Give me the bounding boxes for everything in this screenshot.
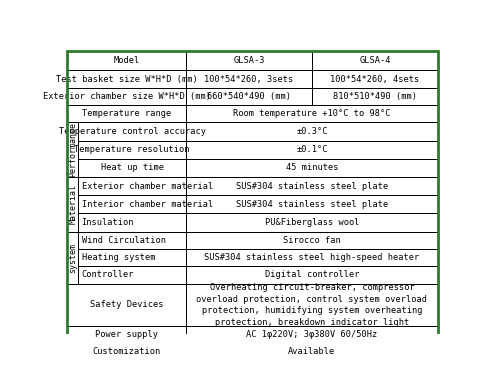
Text: ±0.3°C: ±0.3°C xyxy=(296,127,328,136)
Bar xyxy=(186,343,438,360)
Bar xyxy=(68,343,186,360)
Bar xyxy=(186,141,438,159)
Text: SUS#304 stainless steel plate: SUS#304 stainless steel plate xyxy=(236,200,388,209)
Text: Controller: Controller xyxy=(81,270,134,279)
Text: Temperature resolution: Temperature resolution xyxy=(74,145,190,154)
Bar xyxy=(312,70,438,88)
Text: AC 1φ220V; 3φ380V 60/50Hz: AC 1φ220V; 3φ380V 60/50Hz xyxy=(246,330,378,339)
Bar xyxy=(186,326,438,343)
Text: GLSA-3: GLSA-3 xyxy=(233,56,265,65)
Bar xyxy=(68,122,78,177)
Text: Safety Devices: Safety Devices xyxy=(90,300,163,309)
Text: 100*54*260, 3sets: 100*54*260, 3sets xyxy=(204,75,293,84)
Bar xyxy=(68,177,78,231)
Bar xyxy=(78,195,186,213)
Bar xyxy=(186,213,438,231)
Bar xyxy=(68,105,186,122)
Bar xyxy=(186,51,312,70)
Text: SUS#304 stainless steel high-speed heater: SUS#304 stainless steel high-speed heate… xyxy=(204,253,420,262)
Text: ±0.1°C: ±0.1°C xyxy=(296,145,328,154)
Text: Test basket size W*H*D (mm): Test basket size W*H*D (mm) xyxy=(56,75,198,84)
Bar xyxy=(312,51,438,70)
Bar xyxy=(78,231,186,249)
Text: 660*540*490 (mm): 660*540*490 (mm) xyxy=(207,92,291,101)
Bar xyxy=(78,177,186,195)
Text: Material: Material xyxy=(69,184,77,224)
Text: Room temperature +10°C to 98°C: Room temperature +10°C to 98°C xyxy=(233,109,391,118)
Text: Wind Circulation: Wind Circulation xyxy=(81,236,166,245)
Bar xyxy=(186,231,438,249)
Bar xyxy=(78,249,186,266)
Bar xyxy=(186,249,438,266)
Bar xyxy=(186,284,438,326)
Text: Power supply: Power supply xyxy=(95,330,158,339)
Bar xyxy=(186,70,312,88)
Bar xyxy=(186,177,438,195)
Text: Exterior chamber material: Exterior chamber material xyxy=(81,182,213,190)
Bar xyxy=(78,122,186,141)
Text: Performance: Performance xyxy=(69,122,77,177)
Text: system: system xyxy=(69,243,77,273)
Text: 810*510*490 (mm): 810*510*490 (mm) xyxy=(333,92,417,101)
Bar xyxy=(186,159,438,177)
Text: Interior chamber material: Interior chamber material xyxy=(81,200,213,209)
Bar xyxy=(186,88,312,105)
Bar xyxy=(186,105,438,122)
Text: Digital controller: Digital controller xyxy=(265,270,359,279)
Text: Heating system: Heating system xyxy=(81,253,155,262)
Text: 45 minutes: 45 minutes xyxy=(286,164,338,172)
Text: SUS#304 stainless steel plate: SUS#304 stainless steel plate xyxy=(236,182,388,190)
Bar xyxy=(312,88,438,105)
Bar xyxy=(78,213,186,231)
Text: Sirocco fan: Sirocco fan xyxy=(283,236,341,245)
Text: Heat up time: Heat up time xyxy=(101,164,164,172)
Bar xyxy=(68,51,186,70)
Bar xyxy=(68,88,186,105)
Text: PU&Fiberglass wool: PU&Fiberglass wool xyxy=(265,218,359,227)
Bar xyxy=(186,122,438,141)
Bar xyxy=(68,70,186,88)
Bar xyxy=(68,231,78,284)
Text: Customization: Customization xyxy=(93,347,161,356)
Bar xyxy=(68,284,186,326)
Text: 100*54*260, 4sets: 100*54*260, 4sets xyxy=(330,75,420,84)
Bar xyxy=(78,159,186,177)
Text: GLSA-4: GLSA-4 xyxy=(359,56,391,65)
Text: Model: Model xyxy=(113,56,140,65)
Bar xyxy=(78,141,186,159)
Text: Overheating circuit-breaker, compressor
overload protection, control system over: Overheating circuit-breaker, compressor … xyxy=(197,283,427,327)
Bar xyxy=(68,326,186,343)
Text: Exterior chamber size W*H*D (mm): Exterior chamber size W*H*D (mm) xyxy=(43,92,211,101)
Text: Temperature range: Temperature range xyxy=(82,109,171,118)
Bar xyxy=(78,266,186,284)
Bar xyxy=(186,195,438,213)
Text: Insulation: Insulation xyxy=(81,218,134,227)
Bar xyxy=(186,266,438,284)
Text: Available: Available xyxy=(288,347,336,356)
Text: Temperature control accuracy: Temperature control accuracy xyxy=(59,127,206,136)
